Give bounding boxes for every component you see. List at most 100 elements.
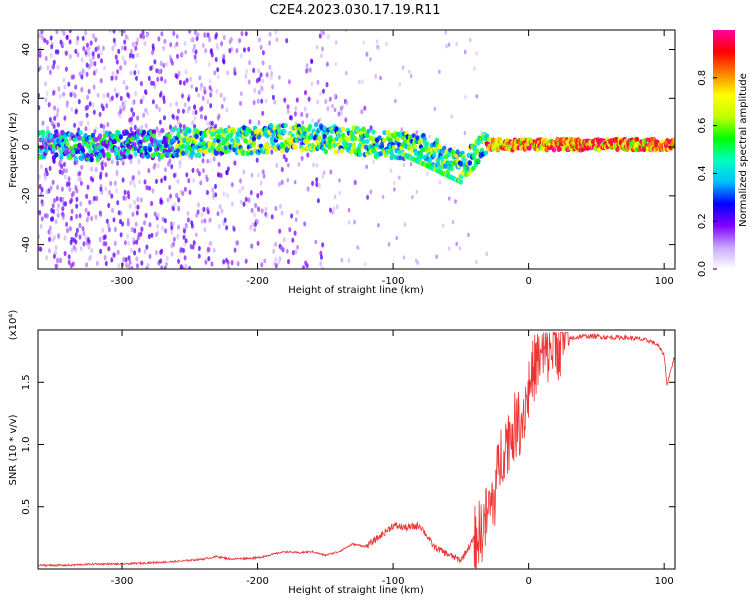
spectrogram-cell xyxy=(116,249,120,255)
spectrogram-cell xyxy=(257,68,261,74)
spectrogram-cell xyxy=(205,174,208,179)
spectrogram-cell xyxy=(216,172,220,178)
spectrogram-cell xyxy=(257,207,261,213)
spectrogram-cell xyxy=(163,139,169,145)
spectrogram-cell xyxy=(140,226,144,232)
spectrogram-cell xyxy=(196,202,200,208)
x-tick-label: 100 xyxy=(655,576,674,587)
spectrogram-cell xyxy=(68,53,72,60)
spectrogram-cell xyxy=(407,134,413,140)
spectrogram-cell xyxy=(271,84,275,90)
spectrogram-cell xyxy=(124,195,128,201)
spectrogram-cell xyxy=(176,53,179,59)
spectrogram-cell xyxy=(44,175,47,181)
spectrogram-cell xyxy=(127,194,131,200)
spectrogram-cell xyxy=(134,221,138,227)
spectrogram-cell xyxy=(250,243,254,249)
spectrogram-cell xyxy=(464,94,467,100)
spectrogram-cell xyxy=(449,166,454,172)
spectrogram-cell xyxy=(86,47,90,53)
spectrogram-cell xyxy=(190,150,196,156)
spectrogram-cell xyxy=(257,89,261,95)
spectrogram-cell xyxy=(273,146,279,152)
spectrogram-cell xyxy=(327,144,332,150)
spectrogram-cell xyxy=(177,258,181,264)
spectrogram-cell xyxy=(160,248,164,254)
spectrogram-cell xyxy=(110,193,114,199)
spectrogram-cell xyxy=(231,201,234,207)
spectrogram-cell xyxy=(85,62,89,68)
spectrogram-cell xyxy=(177,197,181,203)
spectrogram-cell xyxy=(209,49,213,55)
spectrogram-cell xyxy=(72,237,76,243)
spectrogram-cell xyxy=(191,47,195,54)
spectrogram-cell xyxy=(266,145,271,151)
spectrogram-cell xyxy=(44,97,48,103)
spectrogram-y-axis-label: Frequency (Hz) xyxy=(8,112,19,188)
spectrogram-cell xyxy=(183,186,187,192)
spectrogram-cell xyxy=(188,30,192,34)
spectrogram-cell xyxy=(236,261,240,267)
spectrogram-cell xyxy=(475,51,478,56)
spectrogram-cell xyxy=(147,233,151,240)
spectrogram-cell xyxy=(133,199,136,205)
spectrogram-cell xyxy=(106,122,110,128)
spectrogram-cell xyxy=(475,259,478,265)
spectrogram-cell xyxy=(100,161,104,167)
spectrogram-cell xyxy=(393,187,396,192)
y-tick-label: 1.0 xyxy=(21,437,32,453)
spectrogram-cell xyxy=(195,213,198,218)
spectrogram-cell xyxy=(68,226,72,232)
spectrogram-cell xyxy=(85,262,89,268)
spectrogram-cell xyxy=(363,105,367,111)
spectrogram-cell xyxy=(318,33,322,39)
spectrogram-cell xyxy=(347,258,351,263)
spectrogram-cell xyxy=(155,68,159,74)
spectrogram-cell xyxy=(270,214,274,220)
spectrogram-cell xyxy=(305,67,309,72)
spectrogram-cell xyxy=(333,194,337,200)
spectrogram-cell xyxy=(184,69,188,75)
spectrogram-cell xyxy=(261,169,265,175)
x-tick-label: 0 xyxy=(525,576,531,587)
spectrogram-cell xyxy=(172,30,176,36)
spectrogram-cell xyxy=(103,65,106,71)
spectrogram-cell xyxy=(56,184,60,190)
spectrogram-cell xyxy=(447,42,451,47)
spectrogram-cell xyxy=(217,142,222,148)
spectrogram-cell xyxy=(40,35,44,41)
spectrogram-cell xyxy=(143,248,147,255)
spectrogram-cell xyxy=(426,171,429,177)
spectrogram-cell xyxy=(102,128,106,135)
spectrogram-cell xyxy=(286,178,290,183)
spectrogram-cell xyxy=(158,119,162,125)
spectrogram-cell xyxy=(120,45,124,51)
spectrogram-cell xyxy=(99,211,103,217)
spectrogram-cell xyxy=(398,155,403,161)
spectrogram-cell xyxy=(315,163,319,168)
spectrogram-cell xyxy=(438,180,442,185)
spectrogram-cell xyxy=(89,57,93,64)
spectrogram-cell xyxy=(113,41,117,47)
spectrogram-cell xyxy=(198,141,203,147)
spectrogram-cell xyxy=(172,221,175,227)
spectrogram-cell xyxy=(192,240,196,246)
spectrogram-cell xyxy=(196,152,202,159)
spectrogram-cell xyxy=(116,130,121,136)
spectrogram-cell xyxy=(136,204,140,210)
spectrogram-cell xyxy=(145,266,149,269)
spectrogram-cell xyxy=(202,168,205,174)
spectrogram-cell xyxy=(394,98,397,104)
spectrogram-cell xyxy=(143,220,146,226)
spectrogram-cell xyxy=(150,232,154,238)
spectrogram-cell xyxy=(41,201,45,207)
spectrogram-cell xyxy=(162,62,166,69)
spectrogram-cell xyxy=(261,78,265,84)
spectrogram-cell xyxy=(320,254,323,260)
spectrogram-cell xyxy=(110,159,114,165)
spectrogram-cell xyxy=(144,123,148,129)
figure-title: C2E4.2023.030.17.19.R11 xyxy=(269,3,440,18)
spectrogram-cell xyxy=(115,92,119,98)
spectrogram-cell xyxy=(304,90,307,96)
spectrogram-cell xyxy=(150,200,154,207)
